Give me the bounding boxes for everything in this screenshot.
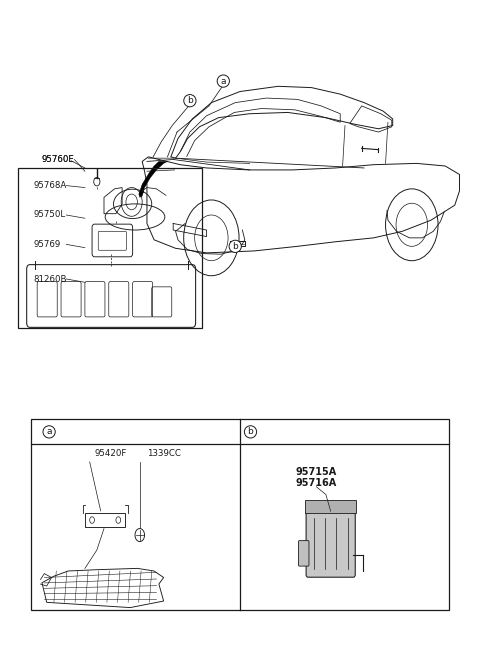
- Text: 1339CC: 1339CC: [147, 449, 180, 458]
- Polygon shape: [139, 161, 168, 197]
- Text: 95750L: 95750L: [34, 211, 66, 220]
- Text: 95715A: 95715A: [296, 466, 337, 477]
- FancyBboxPatch shape: [305, 500, 356, 513]
- Bar: [31, 419, 449, 610]
- Text: a: a: [47, 427, 52, 436]
- Text: 95768A: 95768A: [34, 181, 67, 190]
- Text: 95420F: 95420F: [95, 449, 127, 458]
- Text: b: b: [187, 96, 193, 105]
- FancyBboxPatch shape: [306, 510, 355, 577]
- Text: b: b: [248, 427, 253, 436]
- Text: 95716A: 95716A: [296, 478, 337, 489]
- Text: a: a: [220, 77, 226, 85]
- Bar: [85, 513, 125, 527]
- Text: 95760E: 95760E: [42, 155, 75, 164]
- Text: 95760E: 95760E: [42, 155, 75, 164]
- FancyBboxPatch shape: [299, 541, 309, 566]
- Text: 95769: 95769: [34, 240, 61, 249]
- Text: 81260B: 81260B: [34, 274, 67, 283]
- Bar: [18, 168, 202, 328]
- Text: b: b: [232, 242, 238, 251]
